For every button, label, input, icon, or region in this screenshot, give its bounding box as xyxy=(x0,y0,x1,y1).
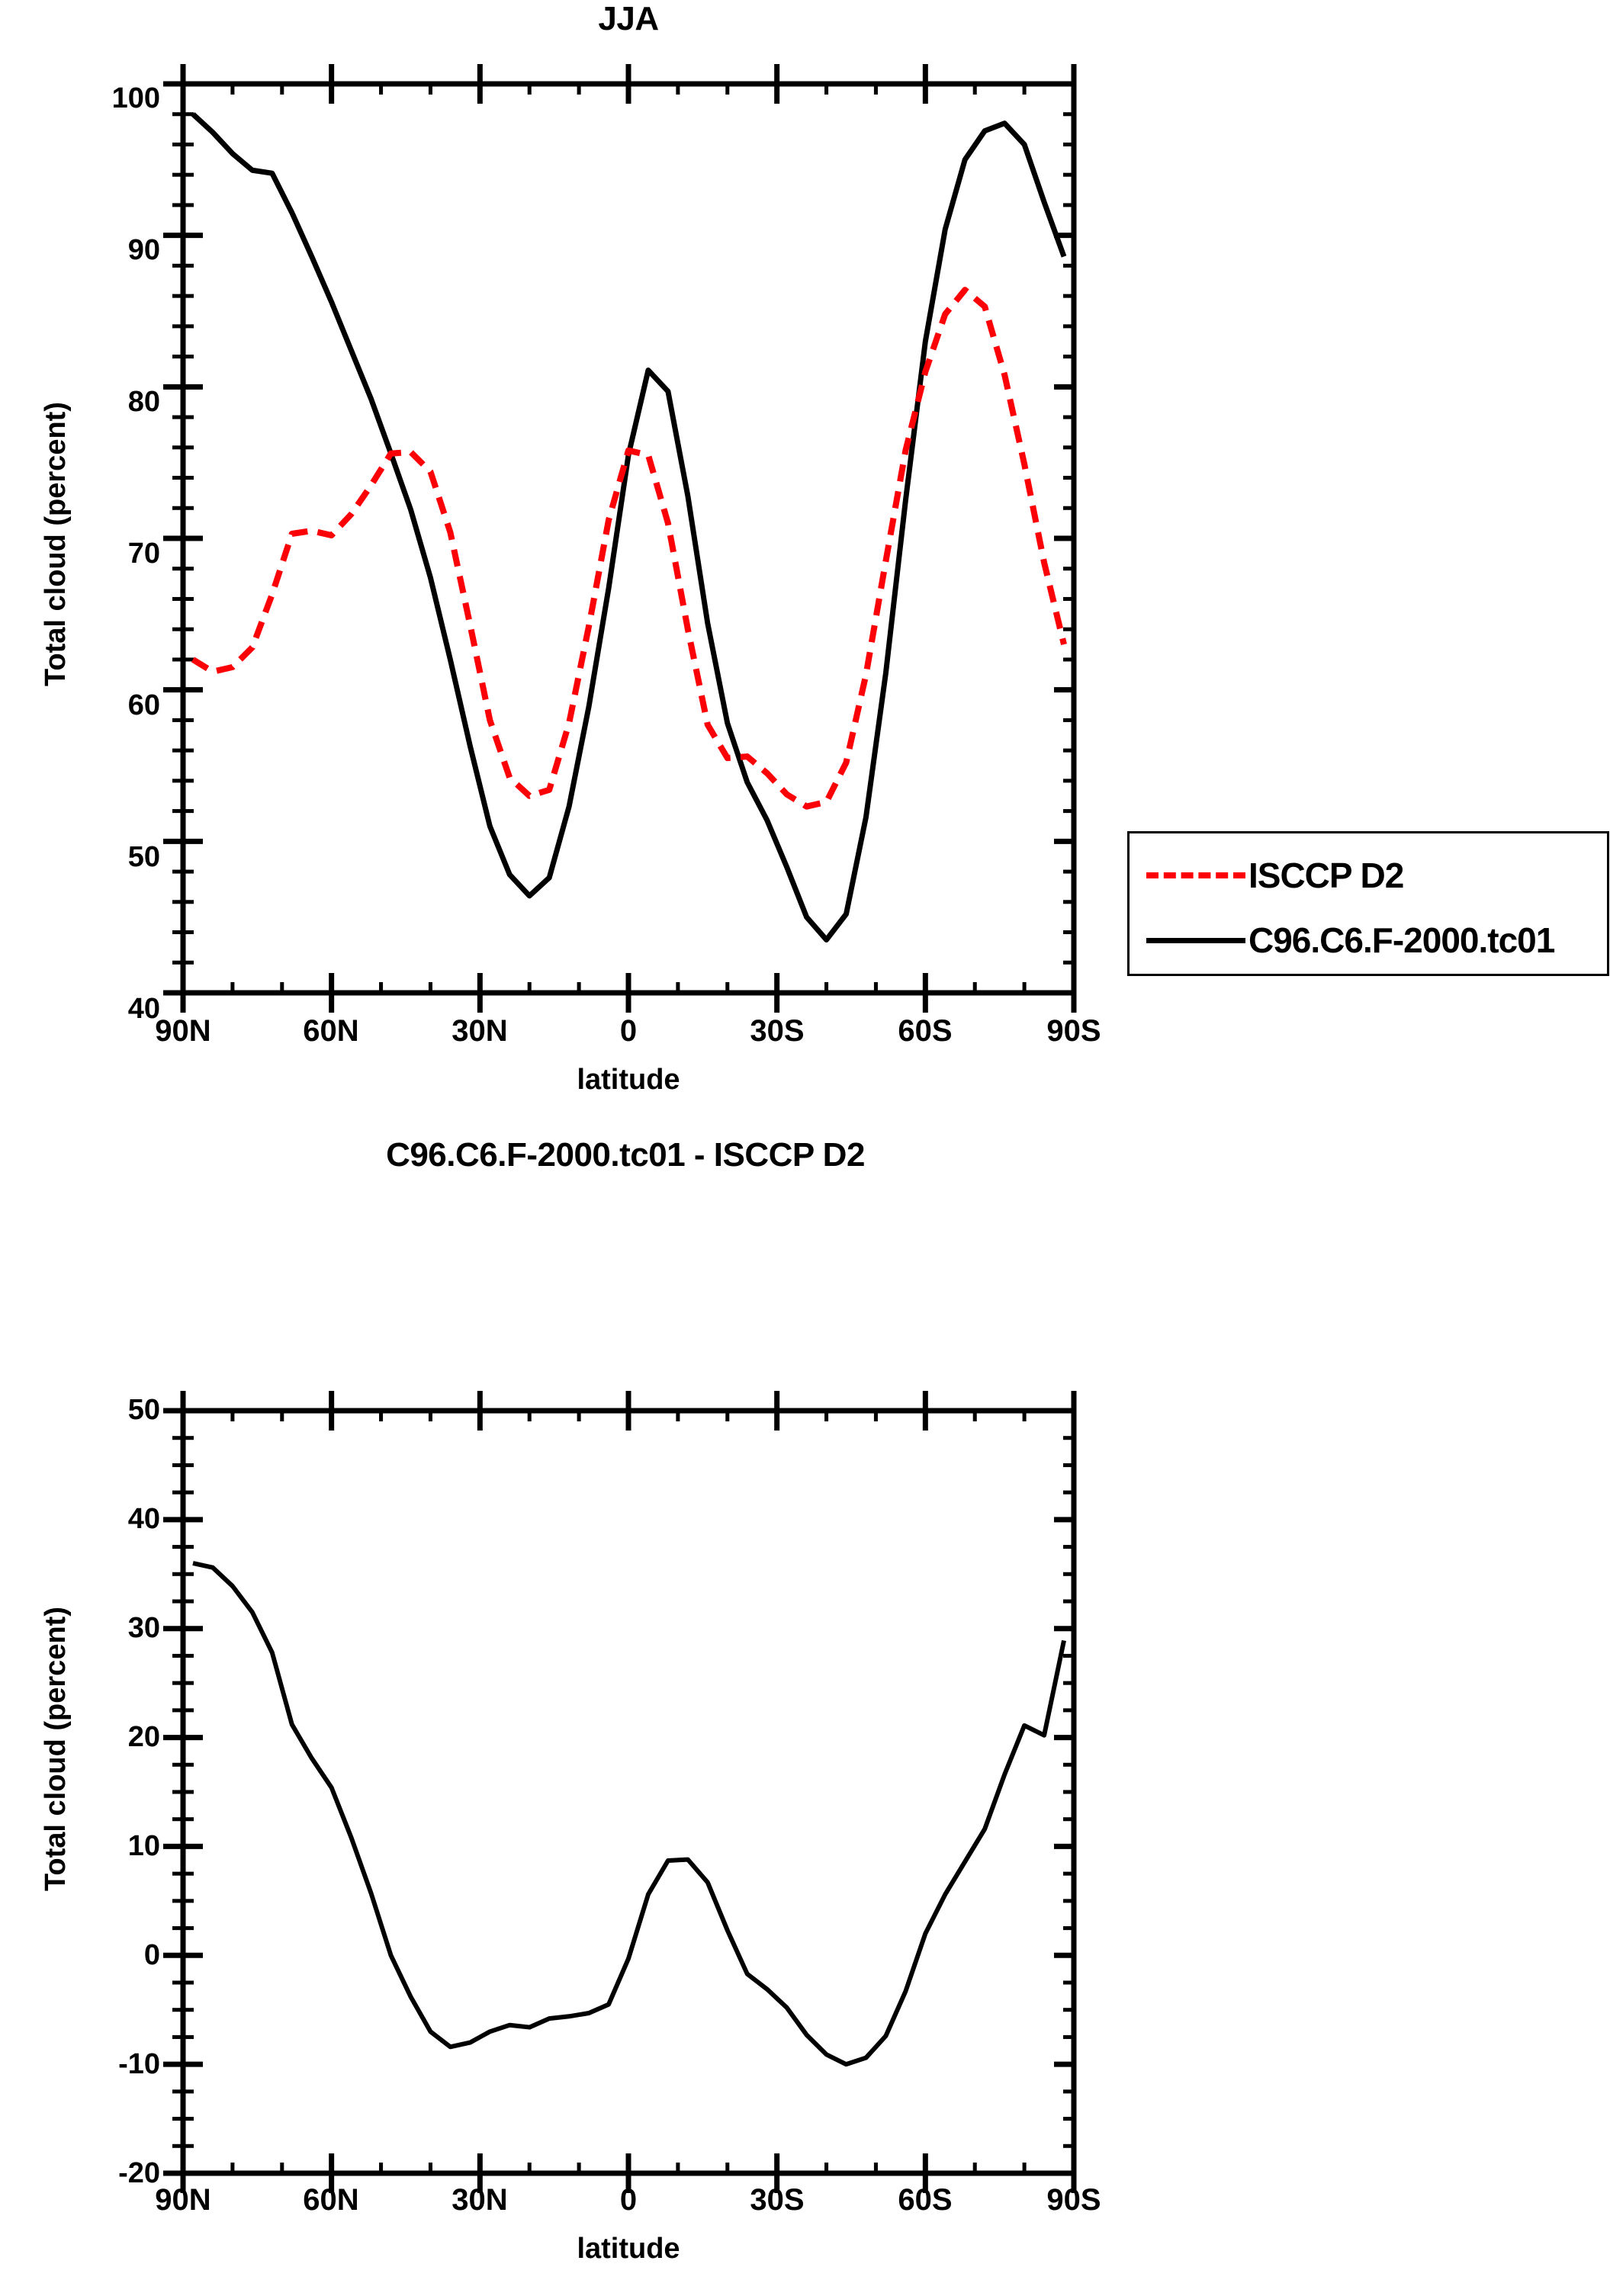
bottom-ytick-50: 50 xyxy=(127,1394,160,1426)
bottom-panel-title: C96.C6.F-2000.tc01 - ISCCP D2 xyxy=(386,1136,865,1174)
series-line-observation xyxy=(191,287,1067,810)
top-ytick-100: 100 xyxy=(111,82,160,114)
bottom-ytick-0: 0 xyxy=(143,1939,160,1971)
top-xtick-0: 0 xyxy=(619,1014,638,1048)
plot-frame xyxy=(180,1408,1077,2176)
top-panel-canvas xyxy=(163,64,1077,1013)
top-ytick-90: 90 xyxy=(127,234,160,266)
bottom-panel: C96.C6.F-2000.tc01 - ISCCP D2 Total clou… xyxy=(0,1129,1144,2296)
series-line-model xyxy=(192,1561,1066,2067)
bottom-panel-canvas xyxy=(163,1391,1077,2193)
top-xtick-60S: 60S xyxy=(898,1014,953,1048)
bottom-ytick-neg20: -20 xyxy=(118,2157,160,2189)
legend-swatch-solid-black xyxy=(1146,937,1245,943)
top-panel-title: JJA xyxy=(598,0,659,37)
bottom-ytick-40: 40 xyxy=(127,1503,160,1535)
top-xtick-60N: 60N xyxy=(303,1014,359,1048)
top-ytick-70: 70 xyxy=(127,538,160,570)
top-ytick-40: 40 xyxy=(127,993,160,1025)
top-xtick-30S: 30S xyxy=(750,1014,805,1048)
top-xtick-90S: 90S xyxy=(1046,1014,1101,1048)
bottom-ytick-neg10: -10 xyxy=(118,2048,160,2080)
legend-entry-model: C96.C6.F-2000.tc01 xyxy=(1146,920,1555,961)
bottom-ytick-10: 10 xyxy=(127,1830,160,1862)
legend-label-model: C96.C6.F-2000.tc01 xyxy=(1248,920,1555,960)
top-ytick-60: 60 xyxy=(127,689,160,721)
legend-swatch-dashed-red xyxy=(1146,872,1245,878)
series-line-model xyxy=(191,112,1067,942)
top-panel: JJA Total cloud (percent) latitude 100 9… xyxy=(0,0,1144,1129)
top-ytick-80: 80 xyxy=(127,386,160,418)
plot-frame xyxy=(180,81,1077,996)
bottom-ytick-20: 20 xyxy=(127,1721,160,1753)
legend: ISCCP D2 C96.C6.F-2000.tc01 xyxy=(1127,831,1609,976)
bottom-panel-xlabel: latitude xyxy=(577,2233,680,2265)
top-xtick-30N: 30N xyxy=(452,1014,508,1048)
top-panel-xlabel: latitude xyxy=(577,1064,680,1096)
bottom-xtick-0: 0 xyxy=(619,2183,638,2217)
top-xtick-90N: 90N xyxy=(155,1014,211,1048)
legend-entry-isccp: ISCCP D2 xyxy=(1146,855,1404,896)
legend-label-isccp: ISCCP D2 xyxy=(1248,856,1404,895)
top-ytick-50: 50 xyxy=(127,841,160,873)
bottom-ytick-30: 30 xyxy=(127,1612,160,1644)
